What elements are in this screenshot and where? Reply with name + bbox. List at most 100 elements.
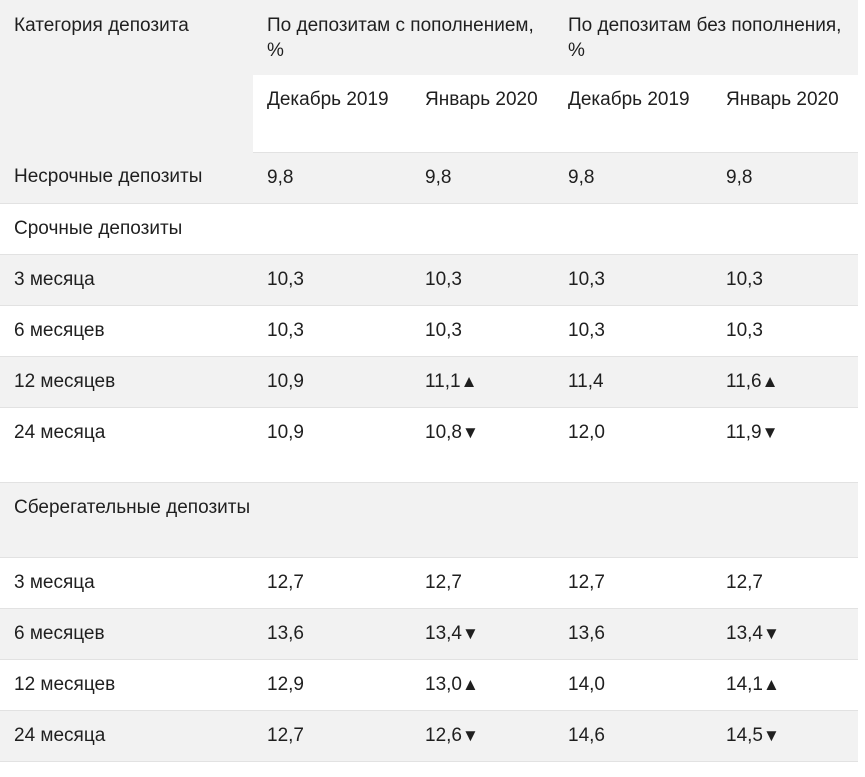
- trend-up-icon: ▲: [460, 371, 478, 391]
- rate-cell: 13,6: [253, 608, 411, 660]
- section-row: Сберегательные депозиты: [0, 482, 858, 558]
- trend-up-icon: ▲: [762, 674, 780, 694]
- trend-down-icon: ▼: [461, 623, 479, 643]
- rate-cell: [253, 482, 411, 558]
- rate-value: 10,3: [267, 319, 304, 341]
- rate-cell: [411, 482, 554, 558]
- rate-cell: 12,7: [253, 710, 411, 762]
- rate-cell: 10,3: [253, 305, 411, 357]
- rate-cell: 13,4▼: [411, 608, 554, 660]
- trend-down-icon: ▼: [461, 422, 479, 442]
- rate-cell: 12,7: [712, 557, 858, 609]
- section-label: Сберегательные депозиты: [0, 482, 253, 558]
- rate-value: 12,0: [568, 421, 605, 443]
- rate-value: 11,9: [726, 421, 762, 443]
- table-row: 24 месяца 12,7 12,6▼ 14,6 14,5▼: [0, 710, 858, 762]
- rate-cell: 10,9: [253, 407, 411, 483]
- rate-cell: 10,3: [411, 305, 554, 357]
- rate-cell: 9,8: [411, 152, 554, 204]
- rate-cell: 10,9: [253, 356, 411, 408]
- rate-cell: 13,6: [554, 608, 712, 660]
- month-header: Декабрь 2019: [253, 75, 411, 153]
- rate-value: 10,9: [267, 370, 304, 392]
- deposit-rates-table-wrapper: Категория депозита По депозитам с пополн…: [0, 0, 858, 762]
- row-label: 24 месяца: [0, 710, 253, 762]
- rate-cell: 10,8▼: [411, 407, 554, 483]
- month-header: Декабрь 2019: [554, 75, 712, 153]
- table-row: 12 месяцев 12,9 13,0▲ 14,0 14,1▲: [0, 659, 858, 711]
- row-label: 6 месяцев: [0, 608, 253, 660]
- group-header-without-replenishment: По депозитам без пополнения, %: [554, 0, 858, 75]
- table-row: 24 месяца 10,9 10,8▼ 12,0 11,9▼: [0, 407, 858, 483]
- rate-value: 12,7: [568, 571, 605, 593]
- rate-cell: 10,3: [712, 254, 858, 306]
- rate-cell: 10,3: [554, 305, 712, 357]
- rate-value: 10,9: [267, 421, 304, 443]
- rate-cell: [554, 203, 712, 255]
- category-header: Категория депозита: [0, 0, 253, 152]
- rate-value: 14,6: [568, 724, 605, 746]
- row-label: 24 месяца: [0, 407, 253, 483]
- rate-value: 10,3: [425, 268, 462, 290]
- rate-value: 9,8: [568, 166, 595, 188]
- rate-cell: 10,3: [411, 254, 554, 306]
- rate-value: 12,7: [425, 571, 462, 593]
- row-label: 3 месяца: [0, 557, 253, 609]
- rate-value: 10,3: [726, 319, 763, 341]
- table-row: 12 месяцев 10,9 11,1▲ 11,4 11,6▲: [0, 356, 858, 408]
- rate-cell: 13,0▲: [411, 659, 554, 711]
- rate-cell: 12,7: [253, 557, 411, 609]
- rate-cell: 10,3: [554, 254, 712, 306]
- rate-cell: 14,6: [554, 710, 712, 762]
- rate-value: 13,4: [726, 622, 763, 644]
- rate-cell: [411, 203, 554, 255]
- rate-cell: 12,7: [411, 557, 554, 609]
- rate-value: 10,3: [267, 268, 304, 290]
- rate-cell: 13,4▼: [712, 608, 858, 660]
- trend-down-icon: ▼: [762, 623, 780, 643]
- rate-cell: 12,9: [253, 659, 411, 711]
- trend-up-icon: ▲: [761, 371, 779, 391]
- rate-cell: 12,6▼: [411, 710, 554, 762]
- rate-value: 13,0: [425, 673, 462, 695]
- section-label: Срочные депозиты: [0, 203, 253, 255]
- rate-cell: [712, 482, 858, 558]
- group-header-with-replenishment: По депозитам с пополнением, %: [253, 0, 554, 75]
- rate-cell: 14,5▼: [712, 710, 858, 762]
- rate-value: 12,7: [267, 571, 304, 593]
- trend-down-icon: ▼: [762, 725, 780, 745]
- trend-down-icon: ▼: [761, 422, 779, 442]
- rate-cell: 10,3: [253, 254, 411, 306]
- rate-value: 13,6: [267, 622, 304, 644]
- rate-value: 12,7: [726, 571, 763, 593]
- header-row-months: Декабрь 2019 Январь 2020 Декабрь 2019 Ян…: [0, 75, 858, 153]
- rate-cell: [712, 203, 858, 255]
- row-label: 6 месяцев: [0, 305, 253, 357]
- header-row-groups: Категория депозита По депозитам с пополн…: [0, 0, 858, 152]
- rate-cell: 14,0: [554, 659, 712, 711]
- month-header: Январь 2020: [712, 75, 858, 153]
- rate-cell: 9,8: [554, 152, 712, 204]
- rate-cell: 9,8: [253, 152, 411, 204]
- rate-cell: 12,0: [554, 407, 712, 483]
- rate-value: 10,3: [726, 268, 763, 290]
- rate-value: 10,3: [568, 319, 605, 341]
- rate-cell: 11,1▲: [411, 356, 554, 408]
- rate-value: 12,9: [267, 673, 304, 695]
- rate-cell: 11,6▲: [712, 356, 858, 408]
- deposit-rates-table: Категория депозита По депозитам с пополн…: [0, 0, 858, 762]
- rate-value: 10,3: [568, 268, 605, 290]
- rate-value: 11,4: [568, 370, 604, 392]
- rate-cell: 14,1▲: [712, 659, 858, 711]
- rate-cell: [554, 482, 712, 558]
- rate-value: 13,4: [425, 622, 462, 644]
- row-label: 12 месяцев: [0, 356, 253, 408]
- rate-value: 11,1: [425, 370, 461, 392]
- trend-down-icon: ▼: [461, 725, 479, 745]
- section-row: Срочные депозиты: [0, 203, 858, 255]
- rate-value: 9,8: [267, 166, 294, 188]
- rate-value: 10,8: [425, 421, 462, 443]
- rate-value: 12,6: [425, 724, 462, 746]
- rate-value: 11,6: [726, 370, 762, 392]
- rate-value: 14,1: [726, 673, 763, 695]
